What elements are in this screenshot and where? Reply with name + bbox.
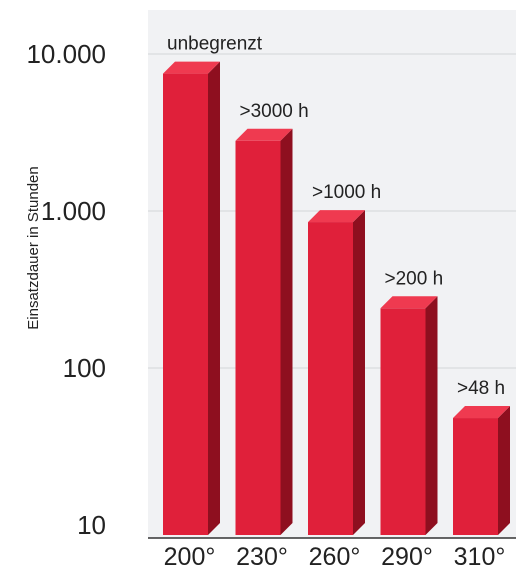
bar-top bbox=[308, 210, 365, 223]
bar: >1000 h bbox=[308, 182, 381, 535]
y-tick-labels: 10 100 1.000 10.000 bbox=[26, 39, 106, 540]
bar-side bbox=[498, 406, 510, 535]
bar-front bbox=[235, 140, 281, 535]
bars: unbegrenzt >3000 h >1000 h >200 h >48 h bbox=[163, 34, 510, 535]
bar-front bbox=[163, 73, 208, 535]
bar-value-label: unbegrenzt bbox=[167, 34, 263, 55]
bar: >48 h bbox=[453, 378, 510, 535]
bar-top bbox=[453, 406, 510, 419]
bar-value-label: >200 h bbox=[385, 268, 444, 289]
bar-top bbox=[235, 128, 293, 141]
bar-value-label: >3000 h bbox=[240, 101, 309, 122]
bar-top bbox=[163, 61, 220, 74]
x-tick-label: 290° bbox=[381, 543, 433, 569]
bar-front bbox=[380, 308, 426, 535]
y-axis-title: Einsatzdauer in Stunden bbox=[25, 166, 42, 329]
bar-front bbox=[308, 222, 353, 535]
bar-side bbox=[208, 61, 220, 535]
bar-front bbox=[453, 418, 498, 535]
bar-top bbox=[380, 296, 438, 309]
x-tick-label: 310° bbox=[454, 543, 506, 569]
bar-side bbox=[280, 128, 293, 535]
x-tick-labels: 200° 230° 260° 290° 310° bbox=[164, 543, 506, 569]
bar-value-label: >48 h bbox=[457, 378, 505, 399]
y-tick-label: 10 bbox=[77, 510, 106, 540]
y-tick-label: 10.000 bbox=[26, 39, 106, 69]
y-tick-label: 1.000 bbox=[41, 196, 106, 226]
bar-side bbox=[425, 296, 438, 535]
bar: >3000 h bbox=[235, 101, 309, 535]
x-tick-label: 260° bbox=[309, 543, 361, 569]
bar-side bbox=[353, 210, 365, 535]
x-tick-label: 230° bbox=[236, 543, 288, 569]
bar: unbegrenzt bbox=[163, 34, 263, 535]
bar: >200 h bbox=[380, 268, 444, 535]
bar-value-label: >1000 h bbox=[312, 182, 381, 203]
y-tick-label: 100 bbox=[63, 353, 106, 383]
x-tick-label: 200° bbox=[164, 543, 216, 569]
